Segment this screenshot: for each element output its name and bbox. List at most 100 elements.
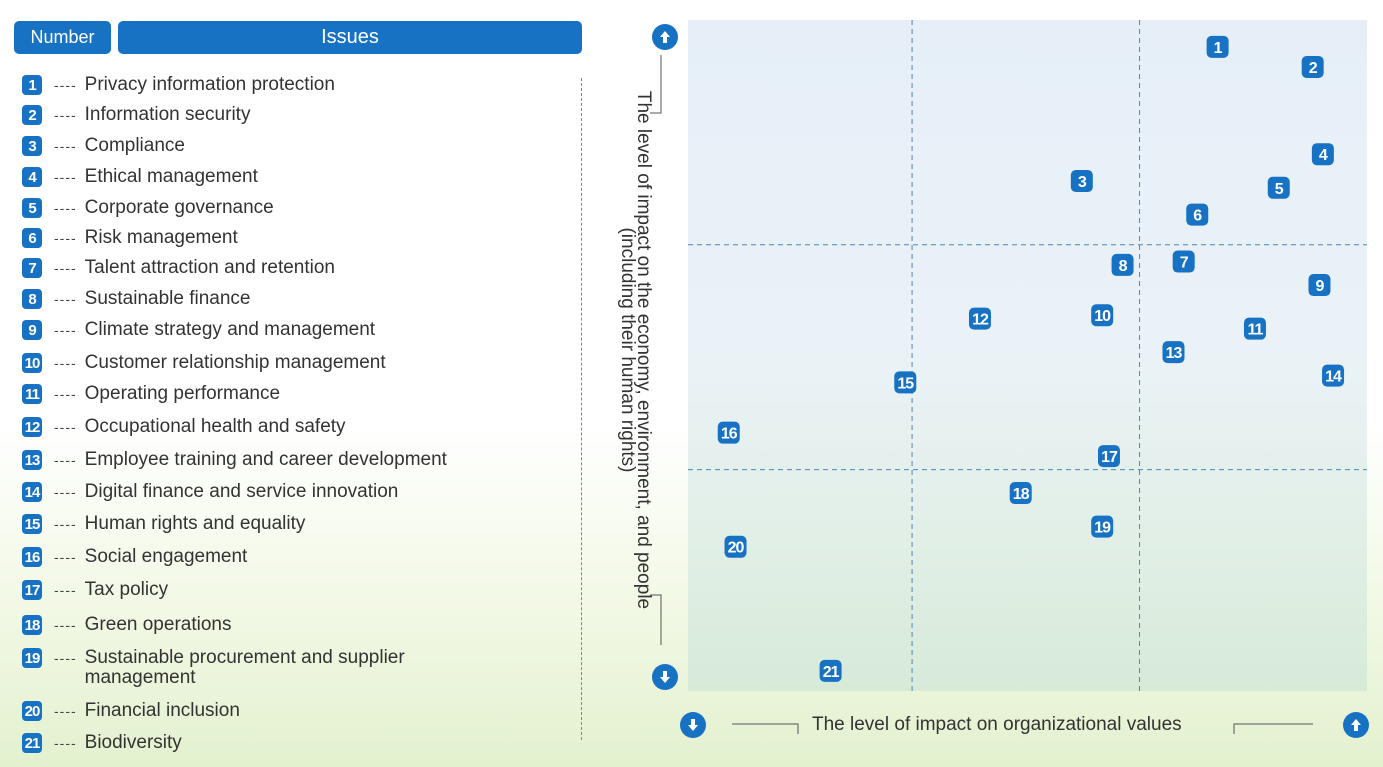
point-label: 12 bbox=[972, 312, 989, 329]
point-marker bbox=[717, 421, 740, 444]
leader-dashes: ---- bbox=[54, 703, 77, 719]
data-point-9: 9 bbox=[1308, 274, 1331, 297]
issue-number-badge: 20 bbox=[22, 701, 42, 721]
data-point-19: 19 bbox=[1091, 515, 1114, 538]
issue-item: 16 ---- Social engagement bbox=[22, 547, 505, 567]
data-point-6: 6 bbox=[1186, 203, 1209, 226]
point-marker bbox=[1206, 35, 1229, 58]
point-label: 7 bbox=[1180, 255, 1189, 272]
issue-item: 5 ---- Corporate governance bbox=[22, 198, 505, 218]
issue-label: Digital finance and service innovation bbox=[84, 481, 399, 502]
issue-label: Biodiversity bbox=[84, 732, 182, 753]
issue-number-badge: 15 bbox=[22, 514, 42, 534]
leader-dashes: ---- bbox=[54, 516, 77, 532]
point-marker bbox=[1162, 341, 1185, 364]
point-marker bbox=[819, 659, 842, 682]
point-marker bbox=[1111, 253, 1134, 276]
issue-item: 9 ---- Climate strategy and management bbox=[22, 320, 505, 340]
issue-item: 6 ---- Risk management bbox=[22, 228, 505, 248]
issue-number-badge: 16 bbox=[22, 547, 42, 567]
point-label: 15 bbox=[897, 375, 914, 392]
issue-number-badge: 19 bbox=[22, 648, 42, 668]
point-label: 16 bbox=[721, 426, 738, 443]
data-point-2: 2 bbox=[1301, 55, 1324, 78]
leader-dashes: ---- bbox=[54, 355, 77, 371]
issue-number-badge: 21 bbox=[22, 733, 42, 753]
data-point-15: 15 bbox=[894, 371, 917, 394]
point-label: 9 bbox=[1316, 278, 1325, 295]
arrow-down-icon bbox=[652, 664, 678, 690]
data-point-7: 7 bbox=[1172, 250, 1195, 273]
leader-dashes: ---- bbox=[54, 260, 77, 276]
point-label: 5 bbox=[1275, 181, 1284, 198]
issue-label: Employee training and career development bbox=[84, 449, 447, 470]
issue-label: Sustainable procurement and supplier man… bbox=[84, 647, 405, 688]
issue-label: Corporate governance bbox=[84, 197, 274, 218]
data-point-21: 21 bbox=[819, 659, 842, 682]
issue-item: 12 ---- Occupational health and safety bbox=[22, 417, 505, 437]
point-label: 18 bbox=[1013, 486, 1030, 503]
issue-number-badge: 6 bbox=[22, 228, 42, 248]
data-point-12: 12 bbox=[968, 307, 991, 330]
issue-label: Tax policy bbox=[84, 579, 169, 600]
issue-number-badge: 2 bbox=[22, 105, 42, 125]
point-label: 8 bbox=[1119, 258, 1128, 275]
point-marker bbox=[1322, 364, 1345, 387]
issue-item: 1 ---- Privacy information protection bbox=[22, 75, 505, 95]
point-label: 4 bbox=[1319, 147, 1328, 164]
issues-header-label: Issues bbox=[321, 26, 379, 48]
leader-dashes: ---- bbox=[54, 650, 77, 666]
issue-item: 17 ---- Tax policy bbox=[22, 580, 505, 600]
issue-number-badge: 5 bbox=[22, 198, 42, 218]
leader-dashes: ---- bbox=[54, 617, 77, 633]
issue-number-badge: 18 bbox=[22, 615, 42, 635]
leader-dashes: ---- bbox=[54, 452, 77, 468]
point-marker bbox=[1301, 55, 1324, 78]
point-label: 6 bbox=[1193, 208, 1202, 225]
issue-label: Information security bbox=[84, 104, 251, 125]
data-point-10: 10 bbox=[1091, 304, 1114, 327]
issue-number-badge: 11 bbox=[22, 384, 42, 404]
issue-item: 19 ---- Sustainable procurement and suppli… bbox=[22, 648, 505, 688]
issue-label: Talent attraction and retention bbox=[84, 257, 335, 278]
materiality-matrix: 1 2 3 4 5 6 7 8 9 10 11 12 13 14 15 16 17 18 19 20 21 bbox=[688, 20, 1367, 691]
issue-label: Human rights and equality bbox=[84, 513, 306, 534]
issue-label: Climate strategy and management bbox=[84, 319, 376, 340]
data-point-11: 11 bbox=[1243, 317, 1266, 340]
issue-item: 15 ---- Human rights and equality bbox=[22, 514, 505, 534]
point-marker bbox=[1009, 482, 1032, 505]
issue-number-badge: 1 bbox=[22, 75, 42, 95]
leader-dashes: ---- bbox=[54, 169, 77, 185]
leader-dashes: ---- bbox=[54, 419, 77, 435]
arrow-down-icon bbox=[680, 712, 706, 738]
issue-number-badge: 9 bbox=[22, 320, 42, 340]
point-marker bbox=[1097, 445, 1120, 468]
issue-number-badge: 13 bbox=[22, 450, 42, 470]
issue-number-badge: 8 bbox=[22, 289, 42, 309]
point-label: 10 bbox=[1094, 308, 1111, 325]
data-point-17: 17 bbox=[1097, 445, 1120, 468]
leader-dashes: ---- bbox=[54, 735, 77, 751]
point-marker bbox=[1186, 203, 1209, 226]
data-point-18: 18 bbox=[1009, 482, 1032, 505]
issue-item: 8 ---- Sustainable finance bbox=[22, 289, 505, 309]
issue-label: Privacy information protection bbox=[84, 74, 335, 95]
point-marker bbox=[1267, 176, 1290, 199]
point-marker bbox=[1070, 170, 1093, 193]
issue-item: 14 ---- Digital finance and service innova… bbox=[22, 482, 505, 502]
issue-item: 7 ---- Talent attraction and retention bbox=[22, 258, 505, 278]
point-label: 2 bbox=[1309, 60, 1318, 77]
point-marker bbox=[1243, 317, 1266, 340]
point-marker bbox=[1172, 250, 1195, 273]
leader-dashes: ---- bbox=[54, 322, 77, 338]
issue-number-badge: 4 bbox=[22, 167, 42, 187]
issue-number-badge: 7 bbox=[22, 258, 42, 278]
point-marker bbox=[1091, 304, 1114, 327]
y-axis-label-area: The level of impact on the economy, envi… bbox=[595, 55, 675, 645]
data-point-5: 5 bbox=[1267, 176, 1290, 199]
issue-item: 2 ---- Information security bbox=[22, 105, 505, 125]
leader-dashes: ---- bbox=[54, 138, 77, 154]
point-marker bbox=[1308, 274, 1331, 297]
issue-number-badge: 3 bbox=[22, 136, 42, 156]
divider bbox=[581, 78, 582, 740]
